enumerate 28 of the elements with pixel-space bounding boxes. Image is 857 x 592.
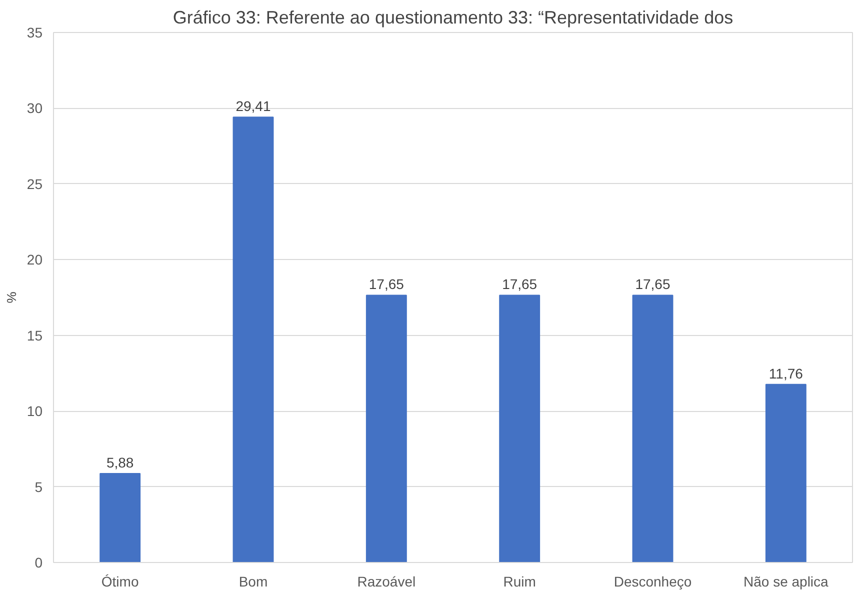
x-tick-label: Não se aplica (744, 574, 829, 590)
y-tick-label: 15 (26, 327, 43, 344)
data-label: 11,76 (768, 365, 804, 382)
x-tick-label: Desconheço (614, 574, 692, 590)
y-tick-label: 0 (34, 554, 43, 570)
y-tick-label: 25 (26, 176, 43, 192)
x-tick-label: Ruim (503, 574, 536, 590)
data-label: 17,65 (635, 276, 670, 292)
y-tick-label: 10 (26, 403, 43, 420)
data-label: 29,41 (236, 98, 271, 114)
y-tick-label: 5 (34, 478, 43, 495)
bar (632, 294, 674, 562)
x-tick-label: Bom (238, 574, 268, 590)
data-label: 17,65 (368, 276, 404, 292)
bar (499, 294, 540, 562)
data-label: 17,65 (502, 276, 538, 292)
x-tick-label: Razoável (357, 574, 416, 590)
y-tick-label: 35 (26, 24, 43, 40)
y-axis-title: % (4, 291, 19, 304)
bar (100, 472, 141, 562)
bar (366, 294, 407, 562)
x-tick-label: Ótimo (101, 574, 139, 590)
bar (232, 116, 274, 562)
chart-title: Gráfico 33: Referente ao questionamento 33: “Representatividade dos (172, 8, 734, 28)
y-tick-label: 30 (26, 100, 43, 116)
bar (765, 384, 806, 562)
y-tick-label: 20 (26, 252, 43, 268)
data-label: 5,88 (106, 454, 134, 470)
